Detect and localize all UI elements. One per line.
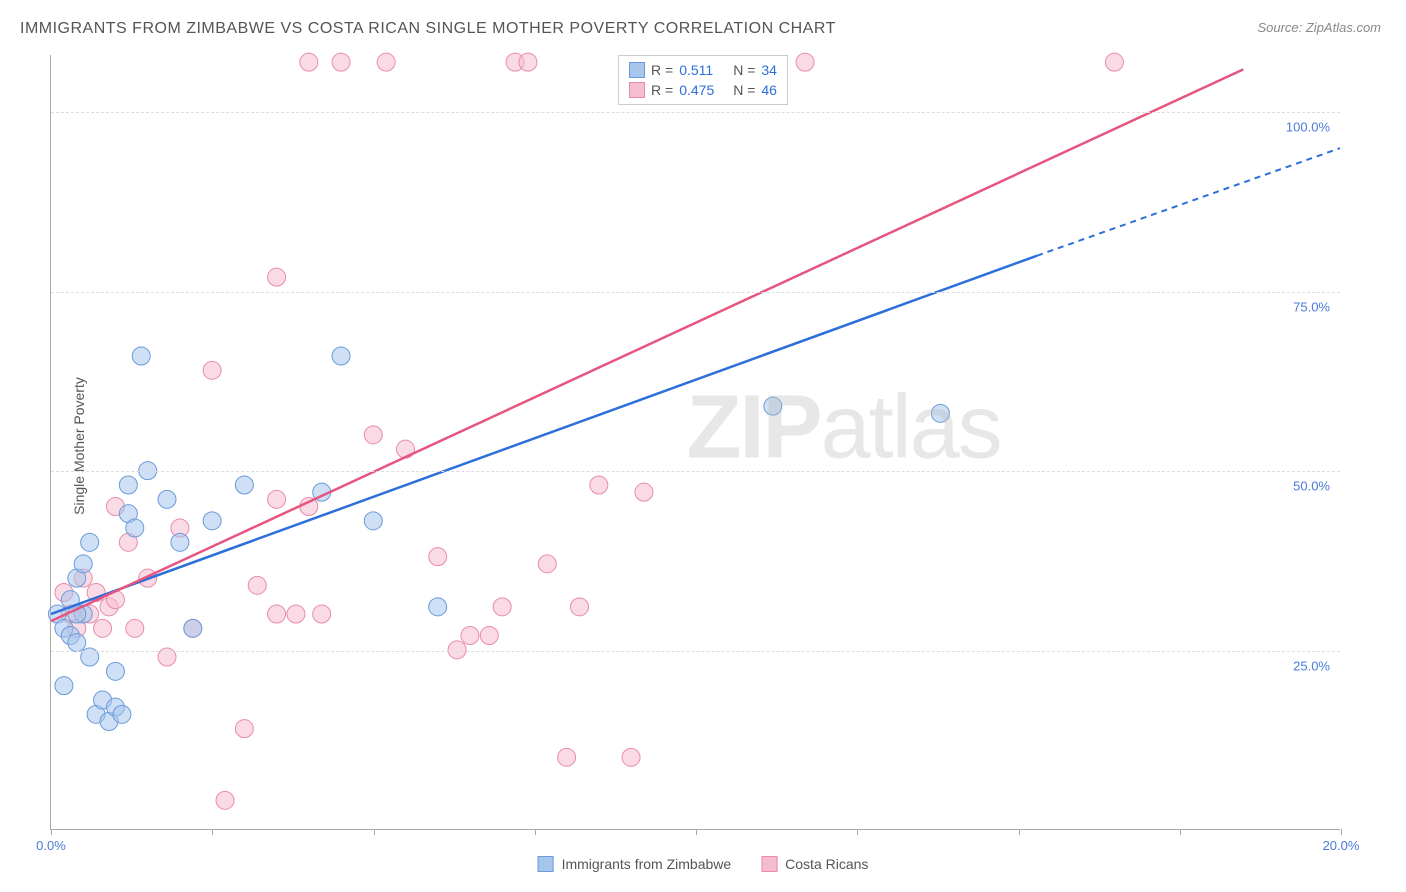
legend-n-label: N = (733, 62, 755, 78)
scatter-point (519, 53, 537, 71)
legend-r-value: 0.475 (679, 82, 727, 98)
series-legend-label: Costa Ricans (785, 856, 868, 872)
series-legend-label: Immigrants from Zimbabwe (562, 856, 732, 872)
scatter-point (268, 605, 286, 623)
scatter-point (429, 548, 447, 566)
x-tick (374, 829, 375, 835)
scatter-point (931, 404, 949, 422)
source-attribution: Source: ZipAtlas.com (1257, 20, 1381, 35)
legend-swatch (629, 62, 645, 78)
legend-row: R = 0.511 N = 34 (629, 60, 777, 80)
x-tick (857, 829, 858, 835)
plot-area: 25.0%50.0%75.0%100.0%0.0%20.0% (50, 55, 1340, 830)
scatter-point (1105, 53, 1123, 71)
scatter-point (248, 576, 266, 594)
scatter-point (235, 476, 253, 494)
x-tick (696, 829, 697, 835)
regression-line (51, 69, 1243, 621)
scatter-point (332, 347, 350, 365)
gridline (51, 292, 1340, 293)
series-legend: Immigrants from Zimbabwe Costa Ricans (538, 856, 869, 872)
scatter-point (558, 748, 576, 766)
scatter-point (364, 512, 382, 530)
scatter-point (81, 533, 99, 551)
chart-title: IMMIGRANTS FROM ZIMBABWE VS COSTA RICAN … (20, 20, 836, 38)
scatter-point (268, 268, 286, 286)
scatter-point (796, 53, 814, 71)
x-tick (212, 829, 213, 835)
scatter-point (113, 705, 131, 723)
legend-swatch (761, 856, 777, 872)
legend-r-label: R = (651, 82, 673, 98)
x-tick (1180, 829, 1181, 835)
scatter-point (622, 748, 640, 766)
x-tick (51, 829, 52, 835)
scatter-point (364, 426, 382, 444)
x-tick (1019, 829, 1020, 835)
y-tick-label: 100.0% (1286, 120, 1330, 135)
y-tick-label: 75.0% (1293, 299, 1330, 314)
scatter-point (590, 476, 608, 494)
scatter-point (429, 598, 447, 616)
scatter-point (94, 619, 112, 637)
scatter-point (538, 555, 556, 573)
legend-n-value: 46 (761, 82, 777, 98)
legend-row: R = 0.475 N = 46 (629, 80, 777, 100)
scatter-point (126, 619, 144, 637)
legend-swatch (538, 856, 554, 872)
chart-svg (51, 55, 1340, 829)
correlation-legend: R = 0.511 N = 34 R = 0.475 N = 46 (618, 55, 788, 105)
scatter-point (635, 483, 653, 501)
scatter-point (68, 634, 86, 652)
scatter-point (313, 605, 331, 623)
scatter-point (493, 598, 511, 616)
y-tick-label: 25.0% (1293, 658, 1330, 673)
series-legend-item: Costa Ricans (761, 856, 868, 872)
scatter-point (268, 490, 286, 508)
scatter-point (235, 720, 253, 738)
scatter-point (55, 677, 73, 695)
gridline (51, 651, 1340, 652)
x-tick (535, 829, 536, 835)
gridline (51, 471, 1340, 472)
scatter-point (287, 605, 305, 623)
scatter-point (119, 476, 137, 494)
scatter-point (158, 490, 176, 508)
scatter-point (480, 627, 498, 645)
scatter-point (74, 555, 92, 573)
scatter-point (203, 512, 221, 530)
scatter-point (332, 53, 350, 71)
scatter-point (570, 598, 588, 616)
scatter-point (203, 361, 221, 379)
scatter-point (300, 53, 318, 71)
legend-r-value: 0.511 (679, 62, 727, 78)
legend-r-label: R = (651, 62, 673, 78)
scatter-point (184, 619, 202, 637)
scatter-point (216, 791, 234, 809)
legend-n-label: N = (733, 82, 755, 98)
x-tick-label: 0.0% (36, 838, 66, 853)
legend-swatch (629, 82, 645, 98)
y-tick-label: 50.0% (1293, 479, 1330, 494)
scatter-point (461, 627, 479, 645)
scatter-point (106, 662, 124, 680)
scatter-point (171, 533, 189, 551)
legend-n-value: 34 (761, 62, 777, 78)
x-tick-label: 20.0% (1323, 838, 1360, 853)
x-tick (1341, 829, 1342, 835)
scatter-point (132, 347, 150, 365)
gridline (51, 112, 1340, 113)
scatter-point (377, 53, 395, 71)
series-legend-item: Immigrants from Zimbabwe (538, 856, 732, 872)
regression-line-extrapolated (1037, 148, 1340, 255)
scatter-point (126, 519, 144, 537)
scatter-point (764, 397, 782, 415)
